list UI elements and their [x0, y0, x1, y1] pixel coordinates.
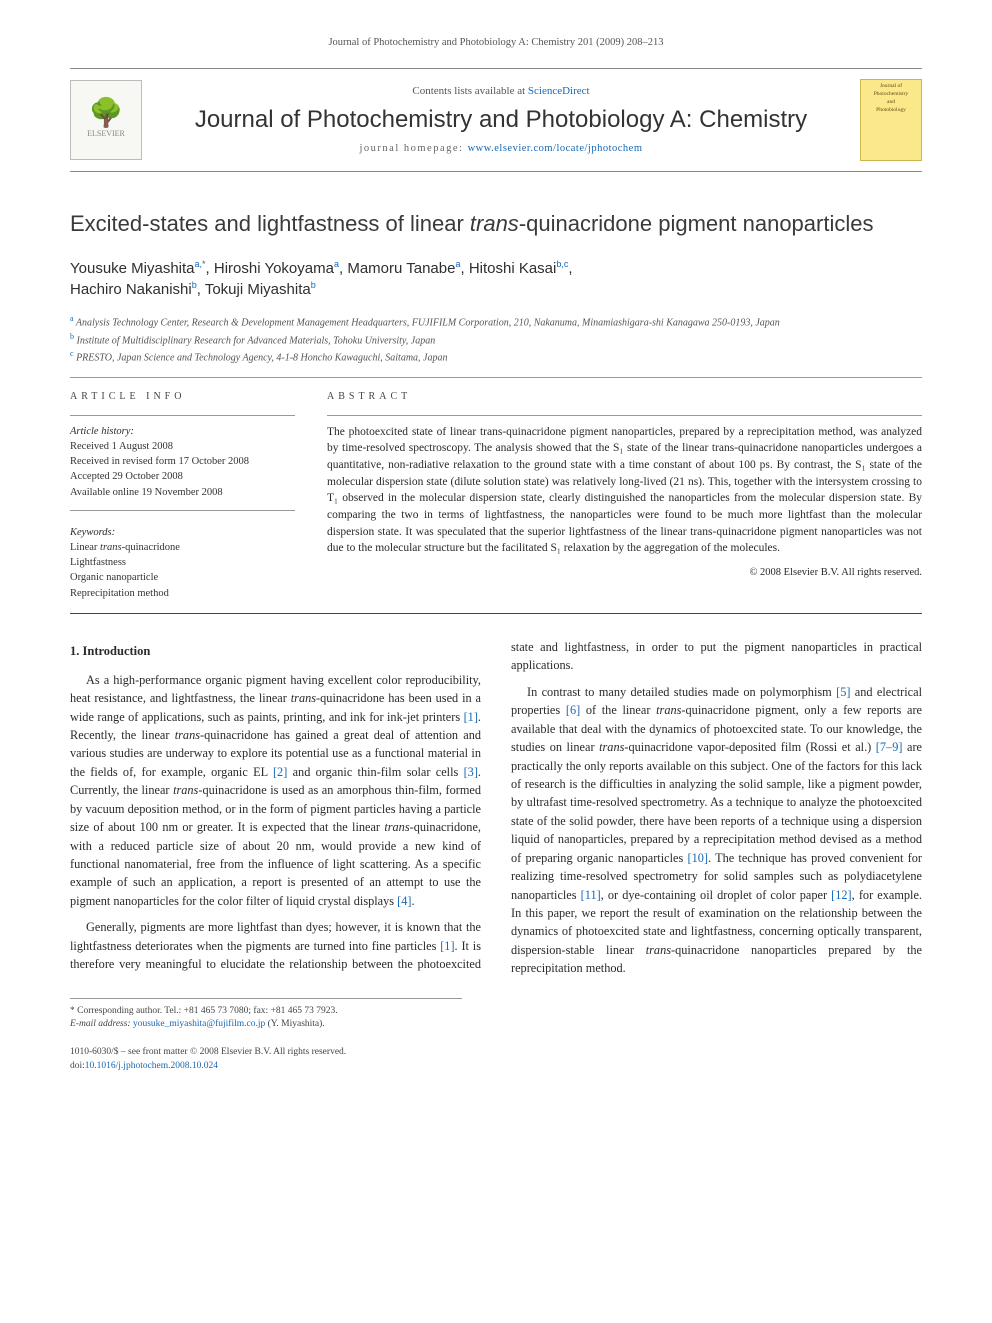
info-abstract-row: ARTICLE INFO Article history: Received 1…: [70, 390, 922, 601]
doi-link[interactable]: 10.1016/j.jphotochem.2008.10.024: [85, 1061, 218, 1071]
elsevier-label: ELSEVIER: [87, 128, 125, 140]
affil-c: c PRESTO, Japan Science and Technology A…: [70, 348, 922, 365]
ref-link[interactable]: [12]: [831, 888, 852, 902]
ref-link[interactable]: [4]: [397, 894, 411, 908]
author-sup: b: [192, 280, 197, 290]
author: Hachiro Nakanishib: [70, 281, 197, 298]
title-pre: Excited-states and lightfastness of line…: [70, 211, 470, 236]
title-post: -quinacridone pigment nanoparticles: [519, 211, 874, 236]
ref-link[interactable]: [5]: [836, 685, 850, 699]
corr-line: * Corresponding author. Tel.: +81 465 73…: [70, 1005, 462, 1019]
ref-link[interactable]: [1]: [464, 710, 478, 724]
history-label: Article history:: [70, 424, 295, 439]
article-info-head: ARTICLE INFO: [70, 390, 295, 405]
ref-link[interactable]: [6]: [566, 703, 580, 717]
author-sup: b: [311, 280, 316, 290]
cover-mid2: and: [887, 99, 895, 107]
ref-link[interactable]: [2]: [273, 765, 287, 779]
sciencedirect-link[interactable]: ScienceDirect: [528, 85, 590, 97]
abstract-copyright: © 2008 Elsevier B.V. All rights reserved…: [327, 565, 922, 580]
affil-text: Analysis Technology Center, Research & D…: [76, 318, 780, 329]
rule: [70, 377, 922, 378]
cover-top: Journal of: [880, 83, 902, 91]
author-name: Tokuji Miyashita: [205, 281, 311, 298]
contents-prefix: Contents lists available at: [412, 85, 527, 97]
contents-line: Contents lists available at ScienceDirec…: [160, 84, 842, 100]
article-info-col: ARTICLE INFO Article history: Received 1…: [70, 390, 295, 601]
cover-mid3: Photobiology: [876, 107, 906, 115]
affil-b: b Institute of Multidisciplinary Researc…: [70, 331, 922, 348]
author-name: Hitoshi Kasai: [469, 260, 557, 277]
author: Tokuji Miyashitab: [205, 281, 316, 298]
author: Hitoshi Kasaib,c: [469, 260, 569, 277]
author: Yousuke Miyashitaa,*: [70, 260, 206, 277]
ref-link[interactable]: [11]: [581, 888, 601, 902]
email-link[interactable]: yousuke_miyashita@fujifilm.co.jp: [133, 1019, 265, 1029]
ref-link[interactable]: [10]: [688, 851, 709, 865]
affil-text: PRESTO, Japan Science and Technology Age…: [76, 352, 447, 363]
ref-link[interactable]: [3]: [464, 765, 478, 779]
author: Mamoru Tanabea: [347, 260, 460, 277]
doi-block: 1010-6030/$ – see front matter © 2008 El…: [70, 1046, 922, 1074]
keyword: Linear trans-quinacridone: [70, 540, 295, 555]
elsevier-logo: 🌳 ELSEVIER: [70, 80, 142, 160]
keyword: Reprecipitation method: [70, 586, 295, 601]
authors-block: Yousuke Miyashitaa,*, Hiroshi Yokoyamaa,…: [70, 258, 922, 302]
abstract-text: The photoexcited state of linear trans-q…: [327, 424, 922, 557]
doi-line: doi:10.1016/j.jphotochem.2008.10.024: [70, 1060, 922, 1074]
article-title: Excited-states and lightfastness of line…: [70, 210, 922, 238]
affiliations: a Analysis Technology Center, Research &…: [70, 313, 922, 365]
big-rule: [70, 613, 922, 614]
cover-mid1: Photochemistry: [874, 91, 909, 99]
keyword: Lightfastness: [70, 555, 295, 570]
author-sup: a: [334, 259, 339, 269]
ref-link[interactable]: [7–9]: [876, 740, 903, 754]
author-name: Yousuke Miyashita: [70, 260, 195, 277]
front-matter-line: 1010-6030/$ – see front matter © 2008 El…: [70, 1046, 922, 1060]
author-sup: a,*: [195, 259, 206, 269]
keyword: Organic nanoparticle: [70, 570, 295, 585]
homepage-link[interactable]: www.elsevier.com/locate/jphotochem: [468, 143, 643, 154]
homepage-line: journal homepage: www.elsevier.com/locat…: [160, 141, 842, 156]
tree-icon: 🌳: [89, 100, 124, 128]
affil-a: a Analysis Technology Center, Research &…: [70, 313, 922, 330]
body-columns: 1. Introduction As a high-performance or…: [70, 638, 922, 980]
running-head: Journal of Photochemistry and Photobiolo…: [70, 35, 922, 50]
email-line: E-mail address: yousuke_miyashita@fujifi…: [70, 1018, 462, 1032]
rule: [70, 415, 295, 416]
section-1-head: 1. Introduction: [70, 642, 481, 661]
keywords-label: Keywords:: [70, 525, 295, 540]
doi-prefix: doi:: [70, 1061, 85, 1071]
masthead-center: Contents lists available at ScienceDirec…: [160, 84, 842, 156]
author-sup: b,c: [556, 259, 568, 269]
journal-cover-thumb: Journal of Photochemistry and Photobiolo…: [860, 79, 922, 161]
affil-text: Institute of Multidisciplinary Research …: [77, 335, 436, 346]
author-sup: a: [455, 259, 460, 269]
rule: [327, 415, 922, 416]
author-name: Hachiro Nakanishi: [70, 281, 192, 298]
email-suffix: (Y. Miyashita).: [265, 1019, 324, 1029]
history-received: Received 1 August 2008: [70, 439, 295, 454]
author-name: Hiroshi Yokoyama: [214, 260, 334, 277]
author-name: Mamoru Tanabe: [347, 260, 455, 277]
abstract-col: ABSTRACT The photoexcited state of linea…: [327, 390, 922, 601]
journal-name: Journal of Photochemistry and Photobiolo…: [160, 106, 842, 135]
history-online: Available online 19 November 2008: [70, 485, 295, 500]
rule: [70, 510, 295, 511]
author: Hiroshi Yokoyamaa: [214, 260, 339, 277]
masthead: 🌳 ELSEVIER Contents lists available at S…: [70, 68, 922, 172]
corresponding-footnote: * Corresponding author. Tel.: +81 465 73…: [70, 998, 462, 1033]
ref-link[interactable]: [1]: [440, 939, 454, 953]
title-ital: trans: [470, 211, 519, 236]
homepage-prefix: journal homepage:: [360, 143, 468, 154]
history-revised: Received in revised form 17 October 2008: [70, 454, 295, 469]
email-label: E-mail address:: [70, 1019, 133, 1029]
history-accepted: Accepted 29 October 2008: [70, 469, 295, 484]
para-1: As a high-performance organic pigment ha…: [70, 671, 481, 911]
para-3: In contrast to many detailed studies mad…: [511, 683, 922, 978]
abstract-head: ABSTRACT: [327, 390, 922, 405]
